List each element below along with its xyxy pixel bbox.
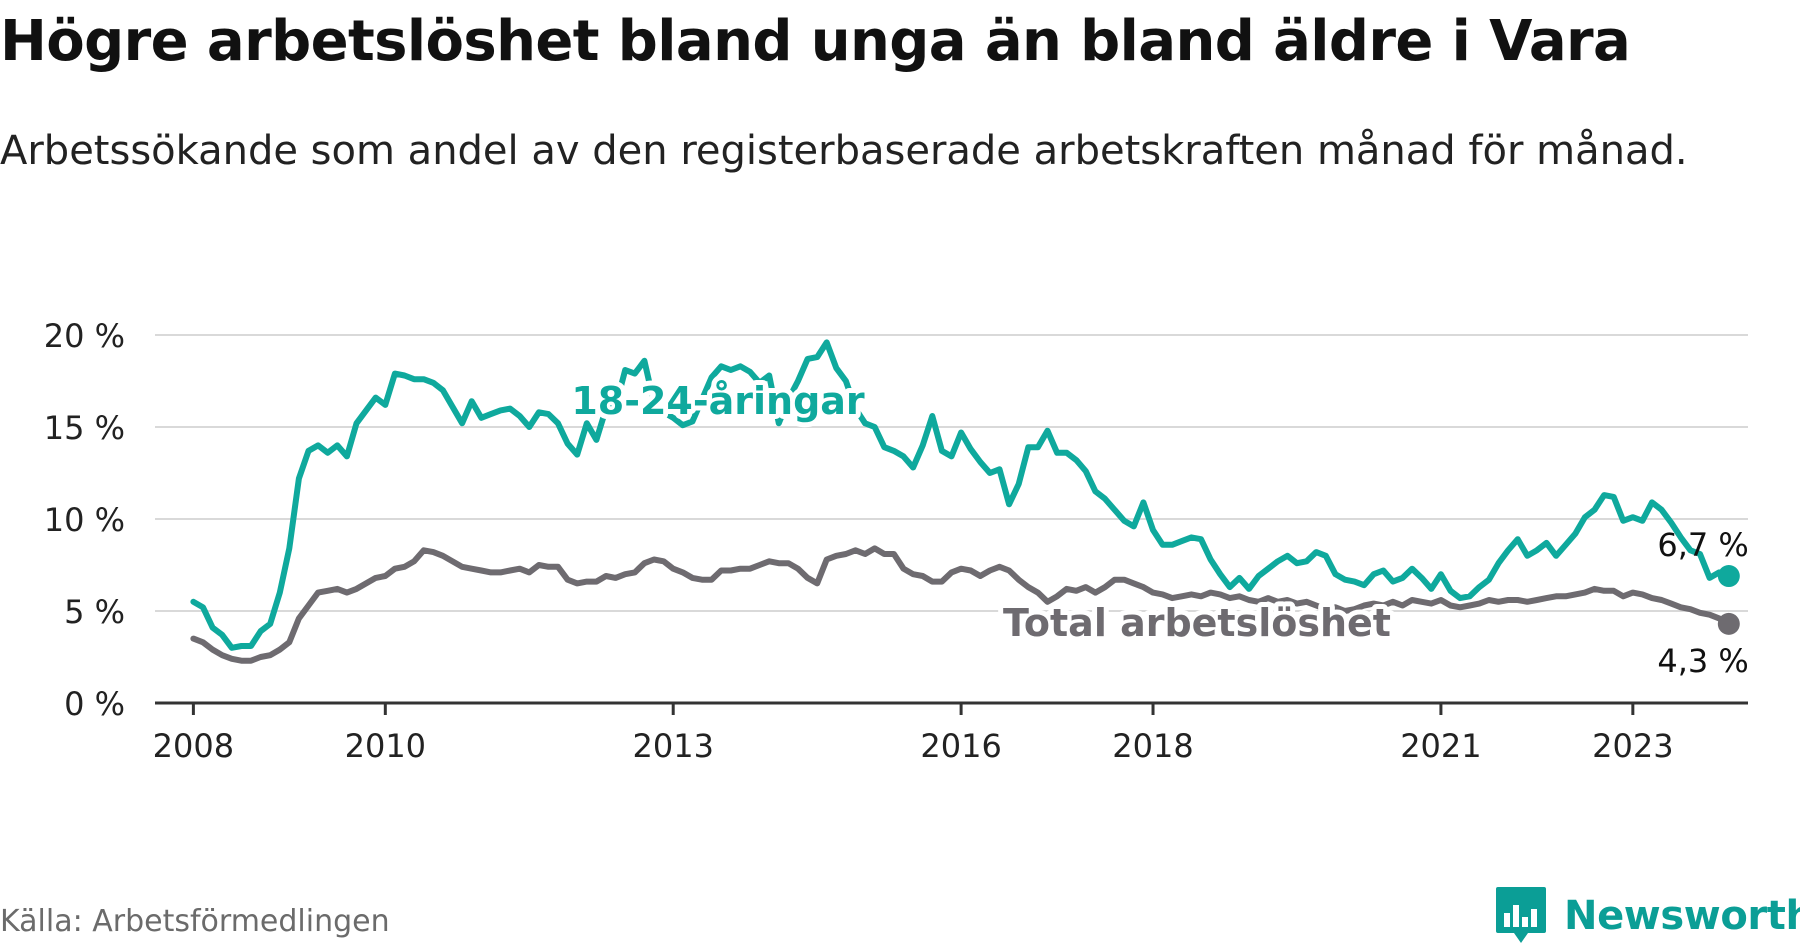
x-tick-label: 2008 bbox=[153, 727, 234, 765]
gridlines bbox=[155, 334, 1748, 612]
x-tick-label: 2013 bbox=[632, 727, 713, 765]
y-tick-label: 20 % bbox=[44, 317, 125, 355]
x-tick-label: 2023 bbox=[1592, 727, 1673, 765]
series-labels: 6,7 % 4,3 % 18-24-åringar Total arbetslöshe… bbox=[566, 374, 1748, 680]
series-end-marker bbox=[1717, 565, 1740, 588]
y-axis-ticks: 0 % 5 % 10 % 15 % 20 % bbox=[44, 317, 125, 723]
series-label-young: 18-24-åringar bbox=[571, 379, 865, 423]
y-tick-label: 5 % bbox=[64, 593, 125, 631]
series-label-total: Total arbetslöshet bbox=[1003, 601, 1391, 645]
end-value-label-total: 4,3 % bbox=[1657, 642, 1748, 680]
newsworthy-logo: Newsworthy bbox=[1494, 885, 1800, 947]
x-axis-ticks: 2008 2010 2013 2016 2018 2021 2023 bbox=[153, 703, 1674, 765]
bar-chart-bubble-icon bbox=[1496, 887, 1546, 943]
y-tick-label: 10 % bbox=[44, 501, 125, 539]
source-note: Källa: Arbetsförmedlingen bbox=[0, 904, 390, 939]
x-tick-label: 2016 bbox=[920, 727, 1001, 765]
series-lines bbox=[190, 339, 1740, 664]
x-tick-label: 2018 bbox=[1112, 727, 1193, 765]
series-line-total bbox=[190, 545, 1732, 664]
y-tick-label: 0 % bbox=[64, 685, 125, 723]
page-title: Högre arbetslöshet bland unga än bland ä… bbox=[0, 9, 1631, 74]
series-line-young bbox=[190, 339, 1732, 651]
series-end-marker bbox=[1717, 612, 1740, 635]
y-tick-label: 15 % bbox=[44, 409, 125, 447]
end-value-label-young: 6,7 % bbox=[1657, 526, 1748, 564]
x-tick-label: 2010 bbox=[345, 727, 426, 765]
page-subtitle: Arbetssökande som andel av den registerb… bbox=[0, 128, 1688, 174]
brand-name: Newsworthy bbox=[1564, 893, 1800, 939]
x-tick-label: 2021 bbox=[1400, 727, 1481, 765]
